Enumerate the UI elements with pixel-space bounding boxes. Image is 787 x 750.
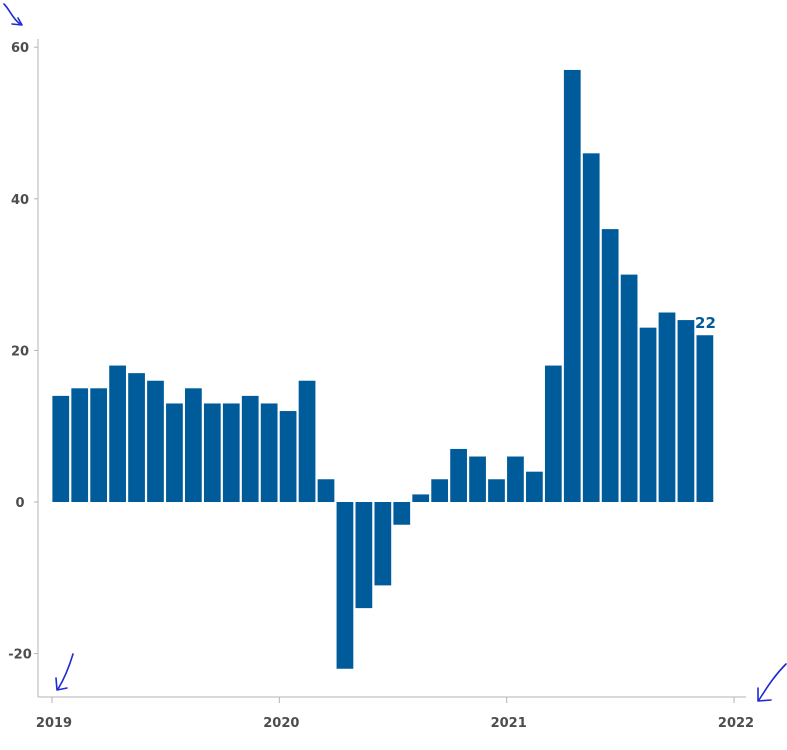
bar (507, 456, 524, 502)
bar (222, 403, 240, 502)
bar (526, 471, 543, 502)
y-tick-label: 60 (11, 41, 29, 56)
bar (109, 365, 126, 502)
bar (393, 502, 411, 525)
bar (696, 335, 714, 502)
last-value-label: 22 (695, 314, 716, 332)
x-axis-ticks: 2019 2020 2021 2022 (36, 697, 754, 731)
x-tick-label: 2019 (36, 716, 72, 731)
bar (658, 312, 676, 502)
bar (52, 395, 70, 502)
bar (412, 494, 430, 502)
bar (166, 403, 183, 502)
bar (336, 502, 354, 669)
bar (563, 69, 581, 502)
bar (488, 479, 505, 502)
y-tick-label: 20 (11, 344, 29, 359)
x-tick-label: 2020 (263, 716, 299, 731)
bar (128, 373, 145, 502)
bar (90, 388, 108, 502)
bar (450, 448, 467, 502)
bar (469, 456, 486, 502)
bar (147, 380, 164, 502)
bar (241, 395, 259, 502)
bar (317, 479, 335, 502)
pen-arrow-top-left (3, 3, 23, 26)
pen-arrow-bottom-right (757, 663, 787, 702)
bar (677, 320, 695, 502)
y-axis-ticks: 60 40 20 0 -20 (8, 41, 38, 663)
x-tick-label: 2022 (718, 716, 754, 731)
y-tick-label: 40 (11, 193, 29, 208)
pen-annotations (3, 3, 787, 702)
y-tick-label: -20 (8, 648, 32, 663)
bar (374, 502, 392, 586)
bar-series (52, 69, 714, 669)
bar (601, 229, 619, 502)
bar (582, 153, 600, 502)
bar (203, 403, 221, 502)
bar (71, 388, 89, 502)
bar (298, 380, 316, 502)
bar (355, 502, 373, 609)
pen-arrow-bottom-left (55, 653, 74, 691)
bar (279, 411, 297, 502)
bar (260, 403, 278, 502)
bar (185, 388, 202, 502)
y-tick-label: 0 (15, 496, 24, 511)
bar (639, 327, 657, 502)
x-tick-label: 2021 (491, 716, 527, 731)
bar (544, 365, 562, 502)
bar (620, 274, 638, 502)
bar (431, 479, 449, 502)
